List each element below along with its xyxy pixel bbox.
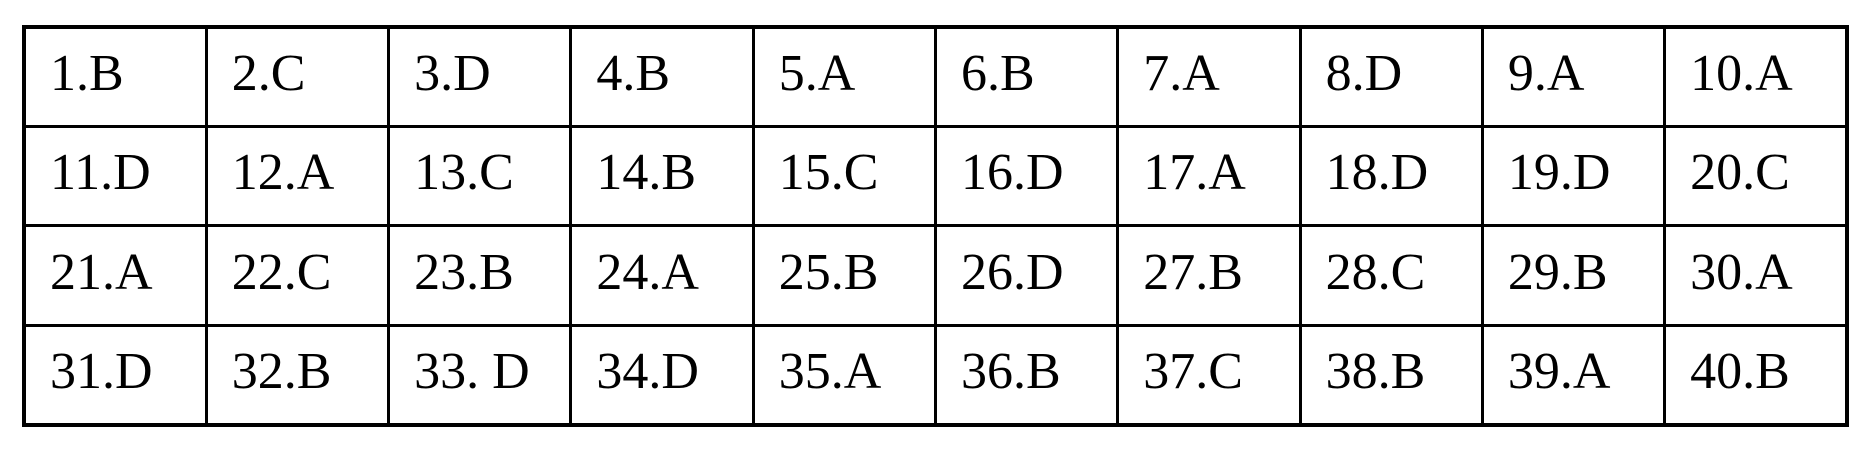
answer-cell: 23.B	[387, 224, 573, 327]
answer-cell: 39.A	[1480, 323, 1667, 427]
answer-cell: 22.C	[204, 224, 391, 327]
answer-cell: 36.B	[933, 323, 1120, 427]
table-row: 21.A 22.C 23.B 24.A 25.B 26.D 27.B 28.C 29.B 30.A	[22, 224, 1849, 327]
answer-cell: 35.A	[751, 323, 937, 427]
answer-cell: 25.B	[751, 224, 937, 327]
table-row: 1.B 2.C 3.D 4.B 5.A 6.B 7.A 8.D 9.A 10.A	[22, 25, 1849, 129]
answer-cell: 16.D	[933, 125, 1120, 228]
answer-cell: 37.C	[1116, 323, 1302, 427]
answer-cell: 24.A	[569, 224, 755, 327]
answer-cell: 3.D	[387, 25, 573, 129]
answer-cell: 11.D	[22, 125, 208, 228]
table-row: 31.D 32.B 33. D 34.D 35.A 36.B 37.C 38.B 39.A 40.…	[22, 323, 1849, 427]
answer-cell: 13.C	[387, 125, 573, 228]
answer-cell: 31.D	[22, 323, 208, 427]
answer-cell: 2.C	[204, 25, 391, 129]
answer-cell: 20.C	[1663, 125, 1849, 228]
answer-key-table: 1.B 2.C 3.D 4.B 5.A 6.B 7.A 8.D 9.A 10.A 11.D 12.A 1…	[22, 25, 1849, 427]
answer-cell: 14.B	[569, 125, 755, 228]
answer-cell: 17.A	[1116, 125, 1302, 228]
answer-cell: 29.B	[1480, 224, 1667, 327]
answer-cell: 10.A	[1663, 25, 1849, 129]
answer-cell: 8.D	[1298, 25, 1484, 129]
answer-cell: 40.B	[1663, 323, 1849, 427]
answer-cell: 15.C	[751, 125, 937, 228]
answer-cell: 19.D	[1480, 125, 1667, 228]
answer-cell: 28.C	[1298, 224, 1484, 327]
answer-cell: 32.B	[204, 323, 391, 427]
answer-cell: 6.B	[933, 25, 1120, 129]
answer-cell: 27.B	[1116, 224, 1302, 327]
answer-cell: 33. D	[387, 323, 573, 427]
answer-cell: 30.A	[1663, 224, 1849, 327]
answer-cell: 12.A	[204, 125, 391, 228]
answer-cell: 9.A	[1480, 25, 1667, 129]
answer-cell: 4.B	[569, 25, 755, 129]
answer-cell: 26.D	[933, 224, 1120, 327]
answer-cell: 7.A	[1116, 25, 1302, 129]
answer-cell: 38.B	[1298, 323, 1484, 427]
table-row: 11.D 12.A 13.C 14.B 15.C 16.D 17.A 18.D 19.D 20.C	[22, 125, 1849, 228]
answer-key-body: 1.B 2.C 3.D 4.B 5.A 6.B 7.A 8.D 9.A 10.A 11.D 12.A 1…	[22, 25, 1849, 427]
answer-cell: 1.B	[22, 25, 208, 129]
answer-cell: 21.A	[22, 224, 208, 327]
answer-cell: 5.A	[751, 25, 937, 129]
answer-cell: 18.D	[1298, 125, 1484, 228]
answer-cell: 34.D	[569, 323, 755, 427]
